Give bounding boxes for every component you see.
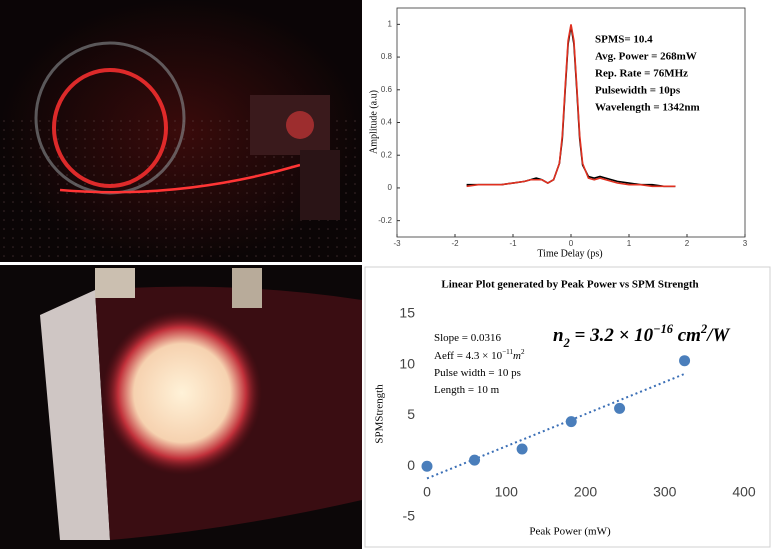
x-axis-label: Peak Power (mW) bbox=[529, 526, 611, 538]
y-tick-label: 5 bbox=[407, 406, 415, 422]
annotation: Slope = 0.0316 bbox=[434, 332, 502, 344]
y-tick-label: 0.8 bbox=[381, 52, 393, 61]
y-tick-label: 10 bbox=[399, 355, 415, 371]
y-tick-label: -0.2 bbox=[378, 216, 392, 225]
annotation-part: cm bbox=[673, 325, 701, 346]
x-tick-label: -3 bbox=[393, 239, 401, 248]
annotation: Pulsewidth = 10ps bbox=[595, 85, 681, 97]
annotation-part: −11 bbox=[502, 348, 513, 356]
x-tick-label: -1 bbox=[509, 239, 517, 248]
annotation-part: −16 bbox=[653, 322, 674, 336]
y-tick-label: 15 bbox=[399, 305, 415, 321]
y-tick-label: 0.4 bbox=[381, 118, 393, 127]
point bbox=[565, 416, 577, 428]
data-line bbox=[466, 24, 676, 188]
x-tick-label: 400 bbox=[732, 484, 756, 500]
x-axis-label: Time Delay (ps) bbox=[537, 248, 602, 259]
annotation-part: 2 bbox=[700, 322, 707, 336]
x-tick-label: 1 bbox=[627, 239, 632, 248]
annotation-part: 2 bbox=[563, 336, 570, 350]
x-tick-label: 200 bbox=[574, 484, 598, 500]
annotation: Length = 10 m bbox=[434, 384, 500, 396]
y-tick-label: 0 bbox=[388, 183, 393, 192]
photo-speckle bbox=[0, 265, 362, 549]
annotation-part: Aeff = 4.3 × 10 bbox=[434, 350, 503, 362]
chart-panel bbox=[364, 266, 771, 548]
point bbox=[469, 454, 481, 466]
annotation: Wavelength = 1342nm bbox=[595, 102, 700, 114]
annotation: Avg. Power = 268mW bbox=[595, 51, 697, 63]
point bbox=[614, 402, 626, 414]
x-tick-label: 0 bbox=[423, 484, 431, 500]
x-tick-label: 3 bbox=[743, 239, 748, 248]
annotation-part: Length = 10 m bbox=[434, 384, 500, 396]
x-tick-label: 300 bbox=[653, 484, 677, 500]
y-axis-label: Amplitude (a.u) bbox=[368, 90, 379, 154]
photo-fiber-setup bbox=[0, 0, 362, 262]
y-tick-label: 0.2 bbox=[381, 150, 393, 159]
annotation-part: = 3.2 × 10 bbox=[570, 325, 654, 346]
annotation-part: 2 bbox=[521, 348, 525, 356]
chart-title: Linear Plot generated by Peak Power vs S… bbox=[441, 279, 698, 291]
x-tick-label: 2 bbox=[685, 239, 690, 248]
point bbox=[421, 460, 433, 472]
annotation: n2 = 3.2 × 10−16 cm2/W bbox=[553, 322, 730, 350]
chart-panel bbox=[362, 0, 773, 262]
annotation: Aeff = 4.3 × 10−11m2 bbox=[434, 348, 525, 362]
annotation-part: m bbox=[513, 350, 521, 362]
y-tick-label: 1 bbox=[388, 19, 393, 28]
point bbox=[679, 355, 691, 367]
x-tick-label: 100 bbox=[495, 484, 519, 500]
annotation-part: n bbox=[553, 325, 564, 346]
point bbox=[516, 443, 528, 455]
annotation-part: Slope = 0.0316 bbox=[434, 332, 502, 344]
y-tick-label: 0.6 bbox=[381, 85, 393, 94]
annotation: Rep. Rate = 76MHz bbox=[595, 68, 688, 80]
annotation: Pulse width = 10 ps bbox=[434, 367, 521, 379]
y-tick-label: 0 bbox=[407, 457, 415, 473]
annotation-part: /W bbox=[705, 325, 730, 346]
y-axis-label: SPMStrength bbox=[374, 384, 386, 444]
y-tick-label: -5 bbox=[403, 508, 416, 524]
x-tick-label: -2 bbox=[451, 239, 459, 248]
annotation-part: Pulse width = 10 ps bbox=[434, 367, 521, 379]
x-tick-label: 0 bbox=[569, 239, 574, 248]
annotation: SPMS= 10.4 bbox=[595, 34, 653, 46]
